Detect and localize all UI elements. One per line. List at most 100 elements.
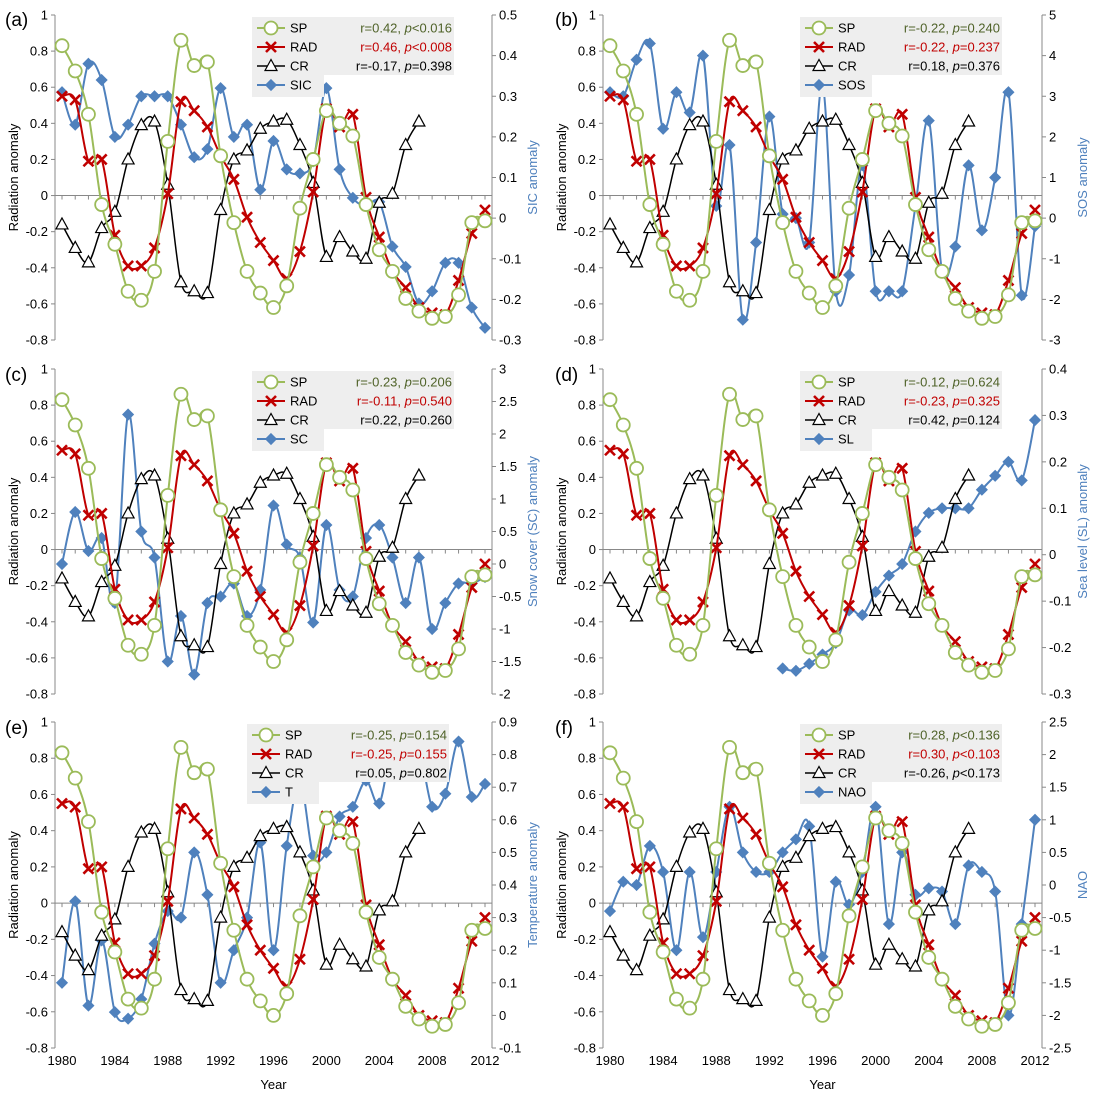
stat-text: r=-0.23, p=0.206 [356, 375, 452, 390]
right-tick-label: -0.1 [1049, 594, 1071, 609]
sp-point [1001, 641, 1016, 657]
sp-point [160, 487, 176, 503]
right-series-point [962, 502, 975, 515]
cr-point [398, 844, 413, 858]
cr-point [802, 120, 817, 134]
sp-point [318, 810, 334, 826]
sp-point [669, 283, 684, 299]
cr-point [398, 491, 413, 505]
sp-point [961, 657, 976, 673]
sp-point [81, 460, 96, 476]
rad-point [161, 895, 174, 908]
rad-point [56, 90, 68, 103]
right-tick-label: -0.1 [499, 251, 521, 266]
sp-point [655, 944, 671, 960]
cr-point [908, 958, 923, 972]
rad-point [856, 893, 869, 906]
left-tick-label: 0.4 [30, 116, 48, 131]
cr-point [868, 603, 883, 617]
rad-point-stroke [346, 462, 359, 475]
stats-background [324, 17, 454, 75]
stat-text: r=-0.22, p=0.240 [904, 21, 1000, 36]
sp-point [642, 551, 658, 566]
left-tick-label: 0.4 [578, 470, 596, 485]
right-tick-label: 0.2 [499, 943, 517, 958]
sp-point [147, 971, 162, 987]
cr-point [385, 185, 400, 199]
left-axis-title: Radiation anomaly [6, 123, 21, 231]
cr-point [81, 254, 96, 268]
sp-point [761, 148, 777, 164]
sp-point [385, 263, 400, 279]
left-tick-label: 0.6 [578, 80, 596, 95]
rad-point-stroke [723, 449, 736, 462]
right-series-point [346, 800, 359, 813]
rad-point-stroke [776, 527, 789, 540]
sp-point [398, 645, 414, 660]
stat-p: p [404, 413, 412, 428]
sp-point [263, 20, 279, 36]
right-tick-label: 1.5 [1049, 780, 1067, 795]
stat-p: p [952, 40, 960, 55]
left-axis-title: Radiation anomaly [6, 477, 21, 585]
sp-point [332, 115, 347, 131]
cr-point [855, 529, 870, 543]
cr-point [722, 982, 737, 996]
stat-p: p [404, 21, 412, 36]
x-tick-label: 2012 [1021, 1053, 1050, 1068]
x-tick-label: 2000 [861, 1053, 890, 1068]
right-series-point [69, 505, 82, 519]
rad-point-stroke [69, 801, 82, 814]
sp-point [133, 1000, 149, 1016]
sp-point [947, 998, 963, 1014]
rad-point-stroke [856, 540, 869, 552]
stat-r: r=0.05, [355, 766, 399, 781]
legend-label: RAD [290, 40, 317, 55]
rad-point-stroke [95, 860, 108, 873]
cr-point [94, 927, 109, 941]
x-tick-label: 2008 [418, 1053, 447, 1068]
stat-rest: =0.540 [412, 394, 452, 409]
sp-point [424, 310, 440, 326]
right-series-point [803, 657, 816, 670]
cr-point [602, 570, 618, 584]
sp-point [828, 632, 844, 648]
left-tick-label: -0.4 [574, 614, 596, 629]
cr-point [881, 229, 896, 243]
cr-point [411, 113, 426, 127]
stat-text: r=0.46, p<0.008 [360, 40, 452, 55]
right-tick-label: 0 [1049, 211, 1056, 226]
right-axis-title: Temperature anomaly [525, 822, 540, 948]
rad-point [710, 895, 723, 908]
right-series-point [750, 236, 763, 249]
right-series-point [949, 240, 962, 253]
sp-point [292, 554, 308, 570]
cr-point [94, 574, 109, 588]
cr-point [616, 240, 631, 254]
sp-point [385, 617, 400, 633]
chart-panel: (e) -0.8 -0.6 -0.4 -0.2 0 0.2 0.4 0.6 0.8 1 Radiati… [5, 715, 540, 1093]
rad-point-stroke [265, 395, 277, 407]
rad-point-stroke [750, 828, 763, 841]
right-tick-label: -0.5 [1049, 910, 1071, 925]
cr-point [722, 274, 737, 288]
legend-label: SC [290, 432, 308, 447]
rad-point-stroke [776, 173, 789, 186]
left-tick-label: 0 [41, 542, 48, 557]
rad-point-stroke [135, 614, 148, 626]
right-series-point [135, 90, 148, 103]
left-tick-label: 0.8 [30, 751, 48, 766]
series-sp [54, 386, 493, 680]
stat-text: r=0.22, p=0.260 [360, 413, 452, 428]
x-tick-label: 1992 [755, 1053, 784, 1068]
sp-point [881, 115, 897, 131]
cr-point [292, 137, 307, 151]
legend-item: SL [805, 432, 854, 447]
right-series-point [989, 469, 1002, 482]
right-series-point [161, 655, 174, 668]
sp-point [881, 469, 897, 485]
right-series-point [643, 37, 656, 50]
rad-point [201, 121, 214, 133]
rad-point-stroke [201, 828, 214, 841]
